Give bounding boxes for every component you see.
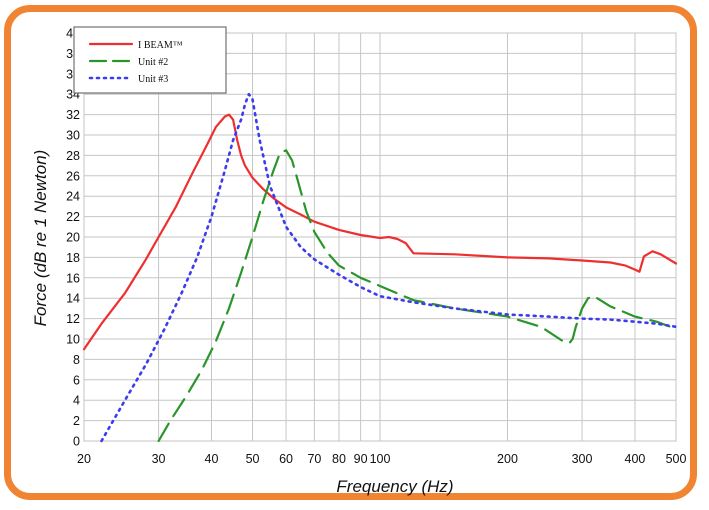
series-layer bbox=[82, 92, 678, 443]
series-line-2 bbox=[100, 92, 678, 443]
series-line-0 bbox=[82, 113, 678, 351]
y-tick-label: 32 bbox=[66, 108, 80, 122]
x-tick-label: 50 bbox=[246, 452, 260, 466]
y-tick-label: 20 bbox=[66, 231, 80, 245]
x-tick-label: 80 bbox=[332, 452, 346, 466]
x-tick-label: 90 bbox=[354, 452, 368, 466]
legend-label-ibeam: I BEAM™ bbox=[138, 40, 183, 51]
y-tick-label: 10 bbox=[66, 333, 80, 347]
series-line-1 bbox=[157, 149, 678, 443]
x-tick-label: 500 bbox=[666, 452, 687, 466]
x-tick-label: 400 bbox=[625, 452, 646, 466]
y-tick-label: 30 bbox=[66, 129, 80, 143]
y-tick-label: 12 bbox=[66, 312, 80, 326]
y-tick-label: 22 bbox=[66, 210, 80, 224]
legend-label-unit3: Unit #3 bbox=[138, 74, 168, 85]
x-tick-label: 20 bbox=[77, 452, 91, 466]
y-tick-label: 28 bbox=[66, 149, 80, 163]
y-tick-label: 24 bbox=[66, 190, 80, 204]
y-tick-label: 18 bbox=[66, 251, 80, 265]
y-tick-label: 6 bbox=[73, 373, 80, 387]
x-tick-label: 60 bbox=[279, 452, 293, 466]
y-tick-label: 4 bbox=[73, 394, 80, 408]
x-axis-label: Frequency (Hz) bbox=[336, 477, 453, 496]
legend-label-unit2: Unit #2 bbox=[138, 57, 168, 68]
x-tick-label: 40 bbox=[205, 452, 219, 466]
y-tick-label: 8 bbox=[73, 353, 80, 367]
x-tick-label: 100 bbox=[370, 452, 391, 466]
x-tick-label: 300 bbox=[572, 452, 593, 466]
legend: I BEAM™ Unit #2 Unit #3 bbox=[73, 26, 227, 94]
x-tick-label: 30 bbox=[152, 452, 166, 466]
y-tick-label: 0 bbox=[73, 435, 80, 449]
y-axis-label: Force (dB re 1 Newton) bbox=[31, 150, 50, 327]
y-tick-label: 26 bbox=[66, 169, 80, 183]
y-tick-label: 14 bbox=[66, 292, 80, 306]
y-tick-label: 16 bbox=[66, 271, 80, 285]
x-tick-label: 200 bbox=[497, 452, 518, 466]
y-tick-label: 2 bbox=[73, 414, 80, 428]
x-tick-label: 70 bbox=[307, 452, 321, 466]
